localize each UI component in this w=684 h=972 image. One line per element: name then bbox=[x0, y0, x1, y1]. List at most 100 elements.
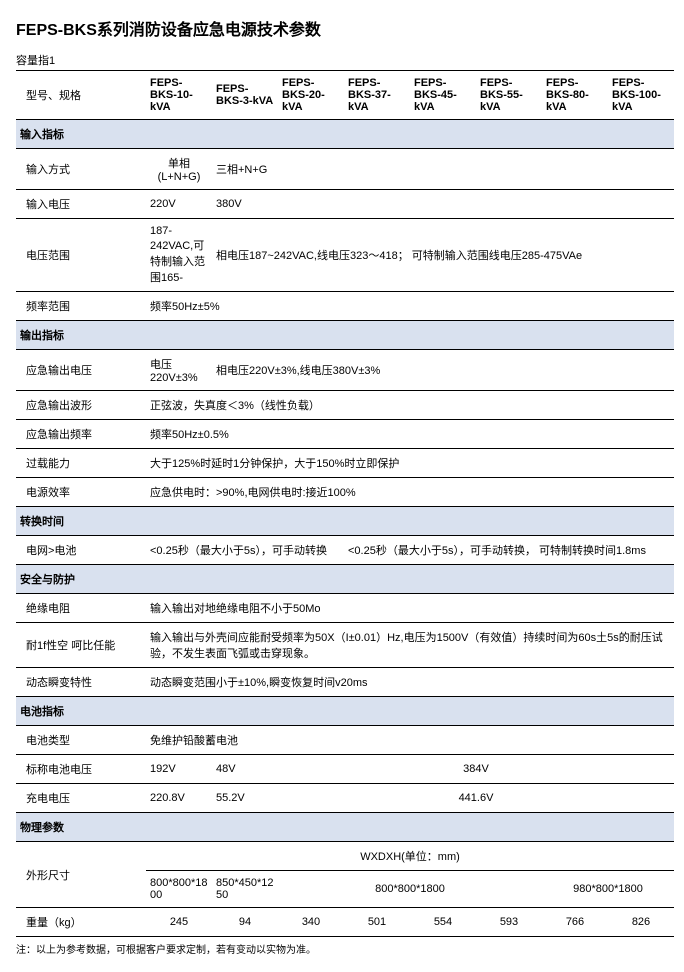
model-col: FEPS-BKS-100-kVA bbox=[608, 71, 674, 120]
bat-nominal-label: 标称电池电压 bbox=[16, 755, 146, 784]
row-bat-nominal: 标称电池电压 192V 48V 384V bbox=[16, 755, 674, 784]
page-title: FEPS-BKS系列消防设备应急电源技术参数 bbox=[16, 16, 668, 40]
voltage-range-rest: 相电压187~242VAC,线电压323～418； 可特制输入范围线电压285-… bbox=[212, 219, 674, 292]
row-input-voltage: 输入电压 220V 380V bbox=[16, 190, 674, 219]
dimensions-c1: 800*800*1800 bbox=[146, 871, 212, 908]
section-input: 输入指标 bbox=[16, 120, 674, 149]
row-input-mode: 输入方式 单相 (L+N+G) 三相+N+G bbox=[16, 149, 674, 190]
out-voltage-c1: 电压220V±3% bbox=[146, 350, 212, 391]
section-battery: 电池指标 bbox=[16, 697, 674, 726]
bat-charge-rest: 441.6V bbox=[278, 784, 674, 813]
transient-full: 动态瞬变范围小于±10%,瞬变恢复时间v20ms bbox=[146, 668, 674, 697]
bat-nominal-c1: 192V bbox=[146, 755, 212, 784]
weight-val: 340 bbox=[278, 908, 344, 937]
section-output-label: 输出指标 bbox=[16, 321, 674, 350]
dimensions-label: 外形尺寸 bbox=[16, 842, 146, 908]
section-switch: 转换时间 bbox=[16, 507, 674, 536]
section-input-label: 输入指标 bbox=[16, 120, 674, 149]
weight-val: 501 bbox=[344, 908, 410, 937]
row-weight: 重量（kg） 245 94 340 501 554 593 766 826 bbox=[16, 908, 674, 937]
weight-val: 554 bbox=[410, 908, 476, 937]
weight-val: 94 bbox=[212, 908, 278, 937]
row-efficiency: 电源效率 应急供电时：>90%,电网供电时:接近100% bbox=[16, 478, 674, 507]
out-waveform-label: 应急输出波形 bbox=[16, 391, 146, 420]
header-row: 型号、规格 FEPS-BKS-10-kVA FEPS-BKS-3-kVA FEP… bbox=[16, 71, 674, 120]
weight-val: 593 bbox=[476, 908, 542, 937]
weight-val: 826 bbox=[608, 908, 674, 937]
transient-label: 动态瞬变特性 bbox=[16, 668, 146, 697]
bat-charge-c1: 220.8V bbox=[146, 784, 212, 813]
bat-type-label: 电池类型 bbox=[16, 726, 146, 755]
freq-range-label: 频率范围 bbox=[16, 292, 146, 321]
efficiency-label: 电源效率 bbox=[16, 478, 146, 507]
overload-label: 过载能力 bbox=[16, 449, 146, 478]
section-safety-label: 安全与防护 bbox=[16, 565, 674, 594]
model-col: FEPS-BKS-37-kVA bbox=[344, 71, 410, 120]
section-physical: 物理参数 bbox=[16, 813, 674, 842]
section-switch-label: 转换时间 bbox=[16, 507, 674, 536]
dimensions-c2: 850*450*1250 bbox=[212, 871, 278, 908]
model-col: FEPS-BKS-45-kVA bbox=[410, 71, 476, 120]
insulation-full: 输入输出对地绝缘电阻不小于50Mo bbox=[146, 594, 674, 623]
model-col: FEPS-BKS-20-kVA bbox=[278, 71, 344, 120]
dimensions-right: 980*800*1800 bbox=[542, 871, 674, 908]
weight-label: 重量（kg） bbox=[16, 908, 146, 937]
row-overload: 过载能力 大于125%时延时1分钟保护，大于150%时立即保护 bbox=[16, 449, 674, 478]
section-physical-label: 物理参数 bbox=[16, 813, 674, 842]
bat-nominal-c2: 48V bbox=[212, 755, 278, 784]
section-battery-label: 电池指标 bbox=[16, 697, 674, 726]
bat-nominal-rest: 384V bbox=[278, 755, 674, 784]
model-col: FEPS-BKS-10-kVA bbox=[146, 71, 212, 120]
row-transient: 动态瞬变特性 动态瞬变范围小于±10%,瞬变恢复时间v20ms bbox=[16, 668, 674, 697]
input-mode-rest: 三相+N+G bbox=[212, 149, 674, 190]
section-output: 输出指标 bbox=[16, 321, 674, 350]
row-bat-charge: 充电电压 220.8V 55.2V 441.6V bbox=[16, 784, 674, 813]
bat-charge-label: 充电电压 bbox=[16, 784, 146, 813]
model-col: FEPS-BKS-80-kVA bbox=[542, 71, 608, 120]
input-voltage-rest: 380V bbox=[212, 190, 674, 219]
input-voltage-c1: 220V bbox=[146, 190, 212, 219]
row-grid-bat: 电网>电池 <0.25秒（最大小于5s），可手动转换 <0.25秒（最大小于5s… bbox=[16, 536, 674, 565]
weight-val: 245 bbox=[146, 908, 212, 937]
overload-full: 大于125%时延时1分钟保护，大于150%时立即保护 bbox=[146, 449, 674, 478]
row-voltage-range: 电压范围 187-242VAC,可特制输入范围165- 相电压187~242VA… bbox=[16, 219, 674, 292]
dielectric-full: 输入输出与外壳间应能耐受频率为50X（I±0.01）Hz,电压为1500V（有效… bbox=[146, 623, 674, 668]
row-out-voltage: 应急输出电压 电压220V±3% 相电压220V±3%,线电压380V±3% bbox=[16, 350, 674, 391]
freq-range-full: 频率50Hz±5% bbox=[146, 292, 674, 321]
efficiency-full: 应急供电时：>90%,电网供电时:接近100% bbox=[146, 478, 674, 507]
voltage-range-c1: 187-242VAC,可特制输入范围165- bbox=[146, 219, 212, 292]
row-insulation: 绝缘电阻 输入输出对地绝缘电阻不小于50Mo bbox=[16, 594, 674, 623]
model-col: FEPS-BKS-55-kVA bbox=[476, 71, 542, 120]
voltage-range-label: 电压范围 bbox=[16, 219, 146, 292]
grid-bat-left: <0.25秒（最大小于5s），可手动转换 bbox=[146, 536, 344, 565]
dim-header-full: WXDXH(单位：mm) bbox=[146, 842, 674, 871]
weight-val: 766 bbox=[542, 908, 608, 937]
out-freq-full: 频率50Hz±0.5% bbox=[146, 420, 674, 449]
row-out-freq: 应急输出频率 频率50Hz±0.5% bbox=[16, 420, 674, 449]
grid-bat-label: 电网>电池 bbox=[16, 536, 146, 565]
row-dim-header: 外形尺寸 WXDXH(单位：mm) bbox=[16, 842, 674, 871]
row-bat-type: 电池类型 免维护铅酸蓄电池 bbox=[16, 726, 674, 755]
spec-table: 型号、规格 FEPS-BKS-10-kVA FEPS-BKS-3-kVA FEP… bbox=[16, 70, 674, 937]
grid-bat-right: <0.25秒（最大小于5s），可手动转换， 可特制转换时间1.8ms bbox=[344, 536, 674, 565]
out-voltage-rest: 相电压220V±3%,线电压380V±3% bbox=[212, 350, 674, 391]
footnote: 注：以上为参考数据，可根据客户要求定制，若有变动以实物为准。 bbox=[16, 941, 668, 956]
out-freq-label: 应急输出频率 bbox=[16, 420, 146, 449]
model-label: 型号、规格 bbox=[16, 71, 146, 120]
input-mode-label: 输入方式 bbox=[16, 149, 146, 190]
input-mode-c1: 单相 (L+N+G) bbox=[146, 149, 212, 190]
bat-charge-c2: 55.2V bbox=[212, 784, 278, 813]
input-voltage-label: 输入电压 bbox=[16, 190, 146, 219]
insulation-label: 绝缘电阻 bbox=[16, 594, 146, 623]
section-safety: 安全与防护 bbox=[16, 565, 674, 594]
page-subtitle: 容量指1 bbox=[16, 52, 668, 68]
out-waveform-full: 正弦波，失真度＜3%（线性负载） bbox=[146, 391, 674, 420]
model-col: FEPS-BKS-3-kVA bbox=[212, 71, 278, 120]
row-freq-range: 频率范围 频率50Hz±5% bbox=[16, 292, 674, 321]
bat-type-full: 免维护铅酸蓄电池 bbox=[146, 726, 674, 755]
dielectric-label: 耐1f性空 呵比任能 bbox=[16, 623, 146, 668]
out-voltage-label: 应急输出电压 bbox=[16, 350, 146, 391]
row-dielectric: 耐1f性空 呵比任能 输入输出与外壳间应能耐受频率为50X（I±0.01）Hz,… bbox=[16, 623, 674, 668]
row-out-waveform: 应急输出波形 正弦波，失真度＜3%（线性负载） bbox=[16, 391, 674, 420]
dimensions-mid: 800*800*1800 bbox=[278, 871, 542, 908]
